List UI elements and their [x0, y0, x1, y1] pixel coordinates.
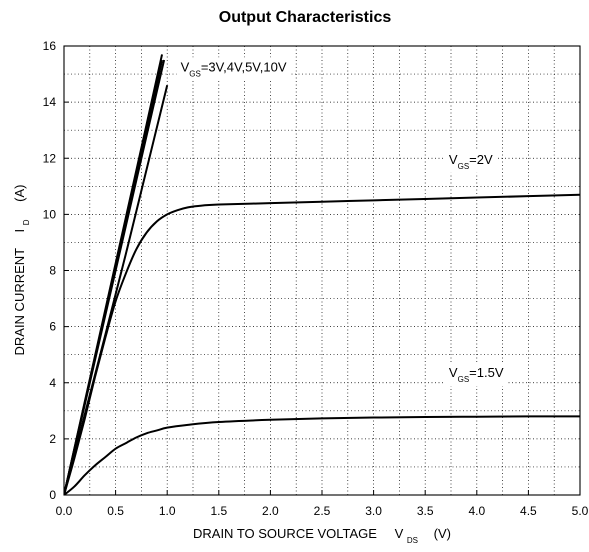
- x-tick-label: 5.0: [572, 504, 589, 518]
- x-axis-label-subscript: DS: [407, 536, 418, 545]
- x-tick-label: 0.0: [56, 504, 73, 518]
- annotation-label: VGS=2V: [449, 152, 493, 171]
- x-axis-label-unit: (V): [434, 526, 451, 541]
- curve-vgs-1-5v: [64, 415, 580, 495]
- annotation-label: VGS=3V,4V,5V,10V: [181, 59, 287, 78]
- x-tick-label: 1.5: [210, 504, 227, 518]
- y-tick-label: 16: [43, 39, 57, 53]
- grid: [64, 46, 580, 495]
- y-tick-label: 8: [49, 264, 56, 278]
- y-tick-label: 2: [49, 432, 56, 446]
- annotation-subscript: GS: [189, 69, 201, 78]
- x-tick-label: 0.5: [107, 504, 124, 518]
- y-axis-label-symbol: I: [12, 229, 27, 233]
- x-tick-label: 3.5: [417, 504, 434, 518]
- x-tick-label: 4.0: [468, 504, 485, 518]
- y-tick-label: 6: [49, 320, 56, 334]
- y-axis-label: DRAIN CURRENT I D (A): [12, 184, 32, 355]
- y-tick-label: 14: [43, 95, 57, 109]
- annotation-symbol: V: [449, 365, 458, 380]
- x-axis-label-symbol: V: [395, 526, 404, 541]
- x-tick-label: 4.5: [520, 504, 537, 518]
- annotation-text: =1.5V: [469, 365, 504, 380]
- annotation-background: [176, 57, 291, 81]
- y-tick-label: 10: [43, 207, 57, 221]
- annotation-subscript: GS: [458, 375, 470, 384]
- curves: [64, 54, 580, 495]
- x-axis-label: DRAIN TO SOURCE VOLTAGE V DS (V): [193, 526, 451, 546]
- annotation-background: [444, 363, 508, 387]
- y-axis-label-unit: (A): [12, 184, 27, 201]
- y-axis-label-subscript: D: [22, 219, 31, 225]
- x-tick-label: 2.5: [314, 504, 331, 518]
- annotation-label: VGS=1.5V: [449, 365, 504, 384]
- x-axis-label-main: DRAIN TO SOURCE VOLTAGE: [193, 526, 377, 541]
- annotation-symbol: V: [181, 59, 190, 74]
- chart-title: Output Characteristics: [219, 9, 392, 26]
- x-tick-label: 1.0: [159, 504, 176, 518]
- y-tick-label: 0: [49, 488, 56, 502]
- y-tick-label: 4: [49, 376, 56, 390]
- y-axis-label-main: DRAIN CURRENT: [12, 248, 27, 356]
- annotation-subscript: GS: [458, 162, 470, 171]
- y-tick-label: 12: [43, 151, 57, 165]
- curve-vgs-4v: [64, 59, 166, 495]
- curve-vgs-3v: [64, 85, 169, 495]
- x-tick-label: 3.0: [365, 504, 382, 518]
- annotation-text: =3V,4V,5V,10V: [201, 59, 287, 74]
- x-tick-label: 2.0: [262, 504, 279, 518]
- y-axis-ticks: 0 2 4 6 8 10 12 14 16: [43, 39, 69, 502]
- annotation-background: [444, 149, 497, 173]
- x-axis-ticks: 0.0 0.5 1.0 1.5 2.0 2.5 3.0 3.5 4.0 4.5 5.0: [56, 490, 589, 518]
- curve-vgs-2v: [64, 193, 580, 495]
- annotation-symbol: V: [449, 152, 458, 167]
- annotation-text: =2V: [469, 152, 493, 167]
